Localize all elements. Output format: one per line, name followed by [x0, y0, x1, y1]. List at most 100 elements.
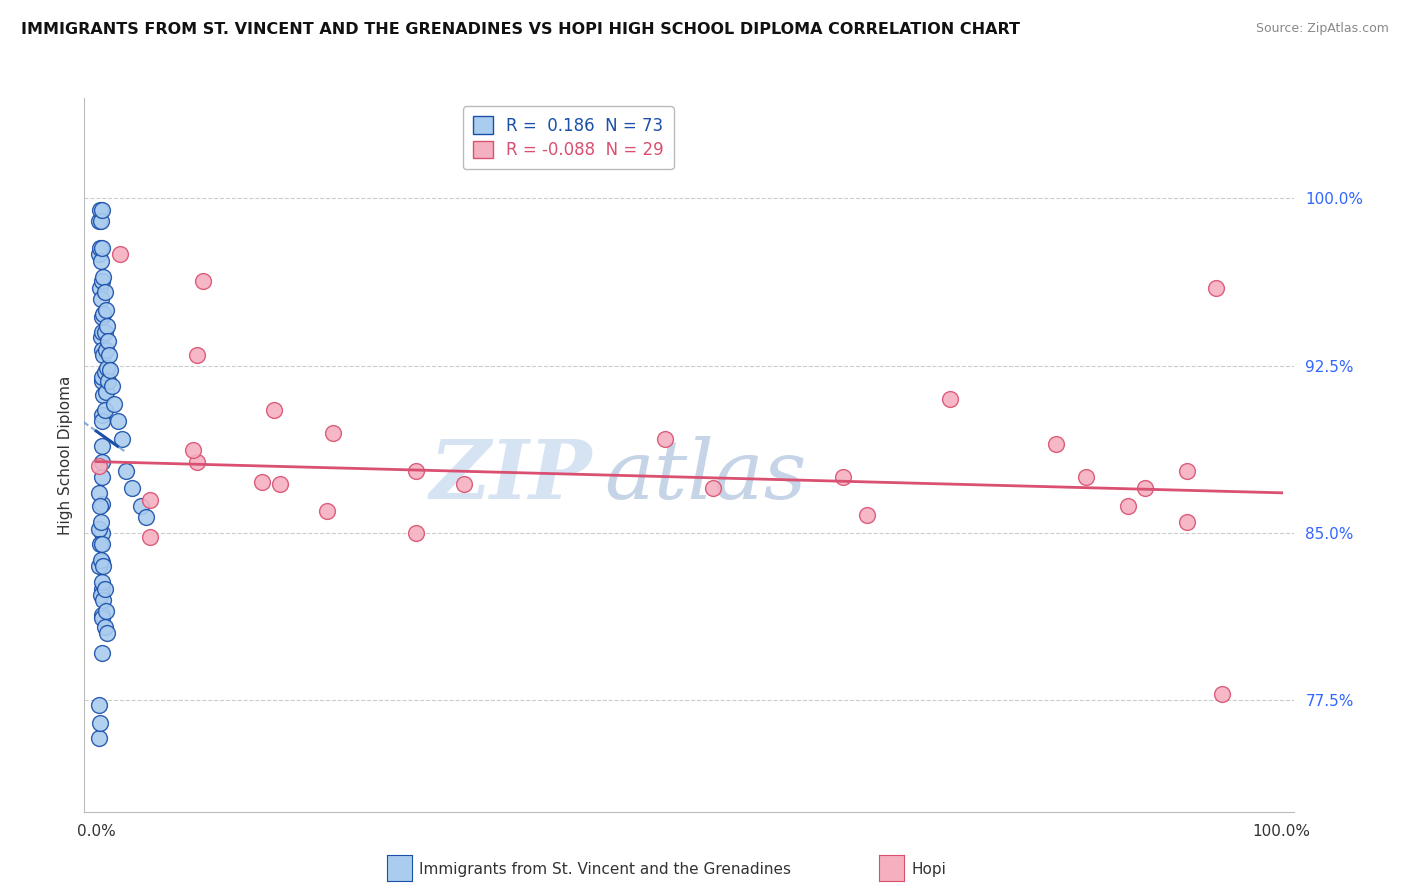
Point: [87, 731, 110, 746]
Point: [96, 318, 118, 333]
Point: [97, 334, 120, 348]
Point: [405, 464, 427, 478]
Point: [91, 470, 114, 484]
Point: [269, 477, 291, 491]
Point: [183, 443, 205, 458]
Point: [1205, 281, 1227, 295]
Point: [91, 370, 114, 384]
Point: [90, 292, 112, 306]
Point: [93, 403, 115, 417]
Point: [89, 240, 111, 255]
Point: [91, 611, 114, 625]
Point: [87, 559, 110, 574]
Point: [1116, 500, 1139, 514]
Point: [186, 455, 208, 469]
Point: [91, 307, 114, 322]
Point: [702, 482, 724, 496]
Y-axis label: High School Diploma: High School Diploma: [58, 376, 73, 534]
Point: [90, 589, 112, 603]
Point: [91, 537, 114, 551]
Point: [96, 361, 118, 376]
Point: [100, 363, 122, 377]
Point: [250, 475, 273, 489]
Point: [87, 247, 110, 261]
Point: [1074, 470, 1097, 484]
Point: [93, 582, 115, 596]
Point: [94, 385, 117, 400]
Point: [103, 397, 125, 411]
Point: [263, 403, 285, 417]
Point: [855, 508, 877, 523]
Point: [91, 582, 114, 596]
Point: [91, 575, 114, 590]
Point: [98, 347, 121, 362]
Point: [453, 477, 475, 491]
Point: [1175, 464, 1198, 478]
Point: [87, 522, 110, 536]
Point: [121, 482, 143, 496]
Point: [91, 343, 114, 357]
Point: [91, 526, 114, 541]
Point: [91, 274, 114, 288]
Point: [138, 492, 160, 507]
Point: [1211, 687, 1233, 701]
Point: [94, 343, 117, 357]
Point: [93, 620, 115, 634]
Point: [91, 408, 114, 422]
Point: [108, 247, 131, 261]
Text: IMMIGRANTS FROM ST. VINCENT AND THE GRENADINES VS HOPI HIGH SCHOOL DIPLOMA CORRE: IMMIGRANTS FROM ST. VINCENT AND THE GREN…: [21, 22, 1021, 37]
Text: atlas: atlas: [605, 436, 807, 516]
Point: [832, 470, 855, 484]
Point: [91, 374, 114, 388]
Point: [91, 608, 114, 623]
Point: [90, 553, 112, 567]
Point: [91, 240, 114, 255]
Point: [1045, 436, 1067, 450]
Point: [91, 269, 114, 284]
Point: [938, 392, 960, 407]
Point: [129, 500, 152, 514]
Point: [91, 439, 114, 453]
Text: Immigrants from St. Vincent and the Grenadines: Immigrants from St. Vincent and the Gren…: [419, 863, 792, 877]
Point: [91, 647, 114, 661]
Point: [94, 303, 117, 318]
Point: [91, 414, 114, 429]
Point: [316, 503, 339, 517]
Point: [87, 459, 110, 474]
Point: [89, 500, 111, 514]
Point: [96, 626, 118, 640]
Point: [90, 330, 112, 344]
Point: [115, 464, 138, 478]
Text: ZIP: ZIP: [430, 436, 592, 516]
Point: [89, 202, 111, 217]
Point: [138, 530, 160, 544]
Point: [89, 281, 111, 295]
Point: [90, 254, 112, 268]
Point: [97, 374, 120, 388]
Point: [90, 515, 112, 529]
Point: [89, 715, 111, 730]
Point: [1175, 515, 1198, 529]
Point: [107, 414, 129, 429]
Point: [100, 378, 122, 392]
Point: [111, 432, 134, 446]
Point: [87, 214, 110, 228]
Point: [91, 347, 114, 362]
Point: [91, 593, 114, 607]
Point: [135, 510, 157, 524]
Point: [94, 604, 117, 618]
Point: [93, 285, 115, 300]
Point: [91, 455, 114, 469]
Text: Source: ZipAtlas.com: Source: ZipAtlas.com: [1256, 22, 1389, 36]
Point: [93, 366, 115, 380]
Point: [1135, 482, 1157, 496]
Point: [654, 432, 676, 446]
Text: Hopi: Hopi: [911, 863, 946, 877]
Point: [89, 537, 111, 551]
Point: [87, 486, 110, 500]
Point: [93, 326, 115, 340]
Point: [91, 202, 114, 217]
Point: [191, 274, 214, 288]
Point: [91, 559, 114, 574]
Point: [91, 310, 114, 324]
